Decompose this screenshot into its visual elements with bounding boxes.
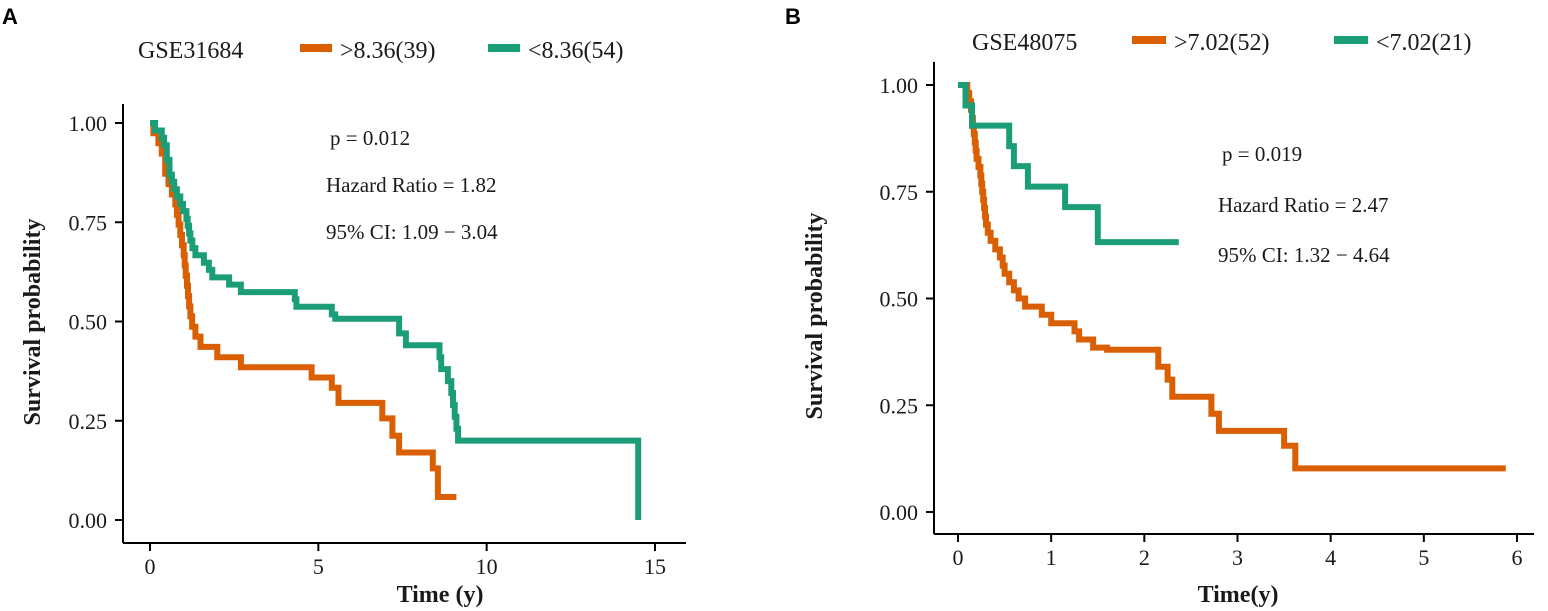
panel-b: B GSE48075 >7.02(52) <7.02(21) 0 1 2 3 4 5 6 0.… [785, 4, 1534, 608]
panel-a-legend-label-high: >8.36(39) [340, 38, 436, 64]
panel-b-y-tick-label: 0.75 [880, 180, 919, 205]
panel-b-curve-high [958, 82, 1506, 472]
panel-a-y-tick-label: 0.25 [69, 409, 108, 434]
panel-b-legend-title: GSE48075 [972, 30, 1077, 56]
panel-b-x-tick-label: 5 [1418, 545, 1429, 570]
panel-a-legend-title: GSE31684 [138, 38, 243, 64]
panel-a-legend-label-low: <8.36(54) [528, 38, 624, 64]
panel-b-p-value: p = 0.019 [1222, 142, 1302, 166]
panel-a-y-tick-label: 0.00 [69, 508, 108, 533]
panel-b-x-tick-label: 2 [1139, 545, 1150, 570]
panel-a-letter: A [2, 4, 18, 29]
panel-b-ci: 95% CI: 1.32 − 4.64 [1218, 243, 1390, 267]
panel-b-x-title: Time(y) [1198, 582, 1279, 608]
panel-a-x-tick-label: 5 [313, 554, 324, 579]
panel-b-x-tick-label: 0 [953, 545, 964, 570]
panel-b-hazard-ratio: Hazard Ratio = 2.47 [1218, 193, 1388, 217]
panel-b-x-tick-label: 6 [1512, 545, 1523, 570]
panel-b-y-tick-label: 0.50 [880, 287, 919, 312]
panel-a-x-title: Time (y) [397, 582, 484, 608]
panel-b-curve-low [958, 82, 1179, 246]
panel-b-y-tick-label: 1.00 [880, 73, 919, 98]
panel-b-x-tick-label: 3 [1232, 545, 1243, 570]
panel-a-hazard-ratio: Hazard Ratio = 1.82 [326, 173, 496, 197]
panel-b-legend-label-low: <7.02(21) [1376, 30, 1472, 56]
panel-b-ticks: 0 1 2 3 4 5 6 0.00 0.25 0.50 0.75 1.00 [880, 73, 1523, 570]
panel-b-legend: GSE48075 >7.02(52) <7.02(21) [972, 30, 1472, 56]
panel-a-y-tick-label: 0.50 [69, 310, 108, 335]
panel-b-y-tick-label: 0.25 [880, 393, 919, 418]
panel-b-x-tick-label: 4 [1325, 545, 1336, 570]
panel-a: A GSE31684 >8.36(39) <8.36(54) 0 5 10 15 0.0… [2, 4, 686, 608]
panel-b-y-tick-label: 0.00 [880, 500, 919, 525]
panel-a-x-tick-label: 15 [644, 554, 666, 579]
panel-a-y-tick-label: 1.00 [69, 111, 108, 136]
panel-a-ci: 95% CI: 1.09 − 3.04 [326, 220, 498, 244]
panel-a-legend: GSE31684 >8.36(39) <8.36(54) [138, 38, 624, 64]
panel-a-p-value: p = 0.012 [330, 126, 410, 150]
panel-a-curve-low [150, 120, 642, 520]
panel-a-y-tick-label: 0.75 [69, 210, 108, 235]
panel-b-legend-label-high: >7.02(52) [1174, 30, 1270, 56]
panel-a-x-tick-label: 0 [145, 554, 156, 579]
panel-b-x-tick-label: 1 [1046, 545, 1057, 570]
panel-a-ticks: 0 5 10 15 0.00 0.25 0.50 0.75 1.00 [69, 111, 667, 579]
panel-a-y-title: Survival probability [20, 219, 46, 426]
panel-a-x-tick-label: 10 [476, 554, 498, 579]
panel-b-y-title: Survival probability [802, 213, 828, 420]
panel-b-letter: B [785, 4, 801, 29]
